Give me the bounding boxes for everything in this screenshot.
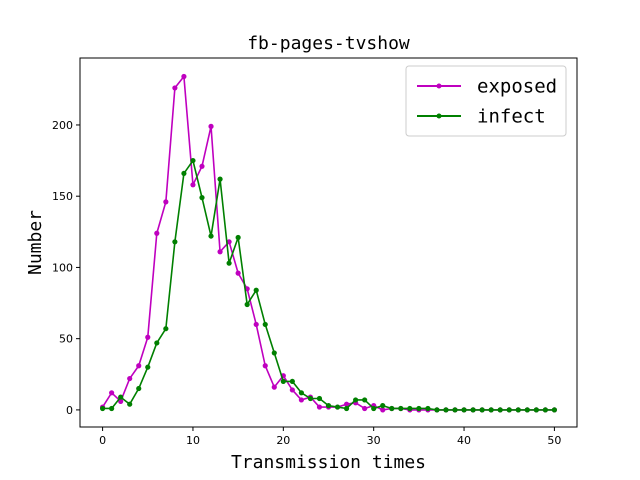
data-point-infect xyxy=(497,407,503,413)
data-point-infect xyxy=(353,397,359,403)
data-point-infect xyxy=(253,287,259,293)
data-point-infect xyxy=(307,395,314,402)
data-point-infect xyxy=(208,233,214,239)
data-point-infect xyxy=(118,394,124,400)
data-point-infect xyxy=(343,405,350,412)
x-axis-label: Transmission times xyxy=(231,452,426,473)
data-point-infect xyxy=(380,403,386,409)
legend-marker-exposed xyxy=(436,83,442,89)
data-point-exposed xyxy=(154,230,160,236)
x-tick-label: 50 xyxy=(547,434,561,447)
data-point-exposed xyxy=(298,397,304,403)
data-point-infect xyxy=(145,364,151,370)
data-point-infect xyxy=(506,407,512,413)
legend-label-exposed: exposed xyxy=(477,76,557,98)
x-tick-label: 0 xyxy=(99,434,106,447)
data-point-exposed xyxy=(136,363,142,369)
y-tick-label: 100 xyxy=(52,261,73,274)
data-point-infect xyxy=(235,234,241,241)
data-point-exposed xyxy=(118,398,124,404)
data-point-infect xyxy=(217,176,223,182)
data-point-infect xyxy=(443,407,449,413)
data-point-exposed xyxy=(316,404,323,410)
data-point-infect xyxy=(262,321,268,328)
data-point-infect xyxy=(316,395,323,402)
ticks: 0 10 20 30 40 50 0 50 100 150 200 xyxy=(52,119,561,447)
y-axis-label: Number xyxy=(25,210,46,275)
data-point-infect xyxy=(515,407,521,413)
data-point-exposed xyxy=(343,401,350,407)
data-point-infect xyxy=(325,403,332,409)
data-point-infect xyxy=(154,340,160,346)
data-point-infect xyxy=(533,407,539,413)
data-point-infect xyxy=(371,405,377,412)
data-point-infect xyxy=(389,405,395,412)
data-point-exposed xyxy=(226,239,232,245)
legend-label-infect: infect xyxy=(477,106,546,128)
data-point-infect xyxy=(226,260,232,266)
data-point-exposed xyxy=(127,375,133,382)
data-point-infect xyxy=(127,401,133,407)
data-point-infect xyxy=(172,239,178,245)
data-point-infect xyxy=(190,157,196,164)
x-tick-label: 20 xyxy=(276,434,290,447)
data-point-infect xyxy=(551,407,558,413)
data-point-infect xyxy=(434,407,440,413)
series-layer xyxy=(99,73,558,413)
data-point-infect xyxy=(181,170,187,177)
data-point-infect xyxy=(136,385,142,392)
legend-marker-infect xyxy=(436,113,442,119)
data-point-infect xyxy=(452,407,458,413)
data-point-exposed xyxy=(109,390,115,396)
data-point-exposed xyxy=(172,85,178,91)
data-point-infect xyxy=(244,301,250,308)
data-point-exposed xyxy=(289,387,295,393)
data-point-infect xyxy=(461,407,467,413)
data-point-exposed xyxy=(145,334,151,340)
data-point-exposed xyxy=(199,163,205,169)
legend-box xyxy=(405,65,567,137)
data-point-infect xyxy=(416,405,422,412)
data-point-infect xyxy=(470,407,476,413)
data-point-infect xyxy=(479,407,485,413)
legend: exposed infect xyxy=(405,65,567,137)
data-point-infect xyxy=(407,405,413,412)
data-point-exposed xyxy=(208,123,214,129)
data-point-infect xyxy=(488,407,494,413)
data-point-infect xyxy=(298,390,304,396)
data-point-exposed xyxy=(362,405,368,412)
data-point-infect xyxy=(334,404,341,410)
data-point-exposed xyxy=(190,182,196,188)
y-tick-label: 50 xyxy=(59,333,73,346)
data-point-infect xyxy=(362,397,368,403)
data-point-infect xyxy=(542,407,548,413)
data-point-exposed xyxy=(271,384,277,390)
data-point-infect xyxy=(271,350,277,356)
data-point-infect xyxy=(524,407,530,413)
y-tick-label: 0 xyxy=(66,404,73,417)
data-point-exposed xyxy=(253,321,259,328)
data-point-infect xyxy=(163,326,169,332)
data-point-infect xyxy=(425,405,431,412)
data-point-exposed xyxy=(235,270,241,276)
data-point-exposed xyxy=(163,199,169,205)
x-tick-label: 40 xyxy=(457,434,471,447)
data-point-infect xyxy=(289,378,295,385)
x-tick-label: 30 xyxy=(367,434,381,447)
data-point-infect xyxy=(199,195,205,201)
x-tick-label: 10 xyxy=(186,434,200,447)
data-point-exposed xyxy=(380,407,386,413)
data-point-exposed xyxy=(262,363,268,369)
data-point-infect xyxy=(109,405,115,412)
data-point-exposed xyxy=(217,249,223,255)
chart-title: fb-pages-tvshow xyxy=(247,33,410,54)
y-tick-label: 200 xyxy=(52,119,73,132)
y-tick-label: 150 xyxy=(52,190,73,203)
data-point-infect xyxy=(280,378,286,385)
data-point-infect xyxy=(398,405,404,412)
data-point-infect xyxy=(99,405,106,412)
data-point-exposed xyxy=(181,73,187,80)
